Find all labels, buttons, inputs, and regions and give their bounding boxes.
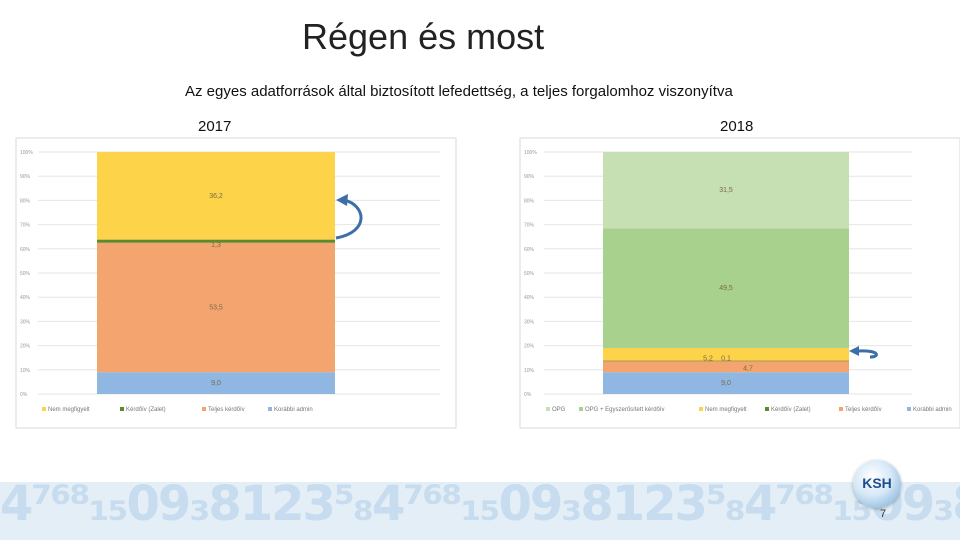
legend-swatch: [765, 407, 769, 411]
bar-segment: [603, 372, 849, 394]
y-tick-label: 40%: [524, 295, 535, 301]
bar-segment: [97, 239, 335, 243]
bar-segment: [97, 372, 335, 394]
y-tick-label: 20%: [524, 344, 535, 350]
curved-arrow-2017: [335, 198, 363, 240]
y-tick-label: 80%: [524, 198, 535, 204]
y-tick-label: 20%: [20, 344, 31, 350]
legend-label: Nem megfigyelt: [48, 407, 90, 413]
data-label: 31,5: [719, 187, 733, 194]
chart-title-2017: 2017: [198, 118, 232, 135]
annotation-arrows: [335, 194, 878, 359]
ksh-logo: KSH: [853, 460, 901, 508]
data-label: 36,2: [209, 193, 223, 200]
curved-arrow-2018: [857, 349, 878, 359]
y-tick-label: 60%: [524, 247, 535, 253]
legend-label: OPG: [552, 407, 566, 413]
bar-segment: [97, 152, 335, 240]
bar-segment: [97, 242, 335, 373]
bar-segment: [603, 348, 849, 361]
legend-label: Teljes kérdőív: [208, 407, 245, 413]
bar-segment: [603, 360, 849, 362]
data-label: 4,7: [743, 366, 753, 373]
y-tick-label: 0%: [524, 392, 532, 398]
y-tick-label: 10%: [524, 368, 535, 374]
data-label: 9,0: [721, 380, 731, 387]
data-label: 5,2: [703, 355, 713, 362]
y-tick-label: 30%: [524, 319, 535, 325]
y-tick-label: 100%: [20, 150, 33, 156]
y-tick-label: 50%: [524, 271, 535, 277]
chart-2017: 0% 10% 20% 30% 40% 50% 60% 70% 80% 90% 100% 9,0 53,5…: [15, 137, 457, 429]
legend-swatch: [907, 407, 911, 411]
page-number: 7: [880, 508, 887, 520]
y-tick-label: 40%: [20, 295, 31, 301]
arrow-head-2017: [336, 194, 348, 206]
y-tick-label: 100%: [524, 150, 537, 156]
data-label: 53,5: [209, 304, 223, 311]
legend-label: Korábbi admin: [274, 407, 313, 413]
ksh-logo-text: KSH: [862, 475, 892, 491]
chart-2018: 0% 10% 20% 30% 40% 50% 60% 70% 80% 90% 100% 9,0 4,7 0…: [519, 137, 960, 429]
legend-swatch: [579, 407, 583, 411]
legend-swatch: [42, 407, 46, 411]
legend-label: Teljes kérdőív: [845, 407, 882, 413]
y-tick-label: 80%: [20, 198, 31, 204]
legend-label: Kérdőív (Zalet): [771, 407, 811, 413]
data-label: 1,3: [211, 242, 221, 249]
legend-swatch: [202, 407, 206, 411]
legend-label: Nem megfigyelt: [705, 407, 747, 413]
legend-label: OPG + Egyszerűsített kérdőív: [585, 407, 665, 413]
bar-segment: [603, 360, 849, 373]
arrow-head-2018: [849, 346, 859, 356]
legend-swatch: [120, 407, 124, 411]
y-tick-label: 10%: [20, 368, 31, 374]
y-tick-label: 30%: [20, 319, 31, 325]
legend-swatch: [699, 407, 703, 411]
legend-swatch: [839, 407, 843, 411]
data-label: 9,0: [211, 380, 221, 387]
legend-label: Kérdőív (Zalet): [126, 407, 166, 413]
y-tick-label: 90%: [20, 174, 31, 180]
legend-swatch: [546, 407, 550, 411]
footer-digits: 4⁷⁶⁸₁₅09₃8123⁵₈4⁷⁶⁸₁₅09₃8123⁵₈4⁷⁶⁸₁₅09₃8…: [0, 482, 960, 532]
y-tick-label: 70%: [524, 223, 535, 229]
slide-title: Régen és most: [302, 16, 545, 57]
footer-number-band: 4⁷⁶⁸₁₅09₃8123⁵₈4⁷⁶⁸₁₅09₃8123⁵₈4⁷⁶⁸₁₅09₃8…: [0, 482, 960, 540]
slide-subtitle: Az egyes adatforrások által biztosított …: [185, 83, 733, 100]
y-tick-label: 50%: [20, 271, 31, 277]
y-tick-label: 60%: [20, 247, 31, 253]
y-tick-label: 90%: [524, 174, 535, 180]
data-label: 49,5: [719, 285, 733, 292]
legend-label: Korábbi admin: [913, 407, 952, 413]
chart-title-2018: 2018: [720, 118, 754, 135]
bar-segment: [603, 228, 849, 349]
data-label: 0,1: [721, 356, 731, 363]
y-tick-label: 70%: [20, 223, 31, 229]
y-tick-label: 0%: [20, 392, 28, 398]
legend-swatch: [268, 407, 272, 411]
bar-segment: [603, 152, 849, 229]
